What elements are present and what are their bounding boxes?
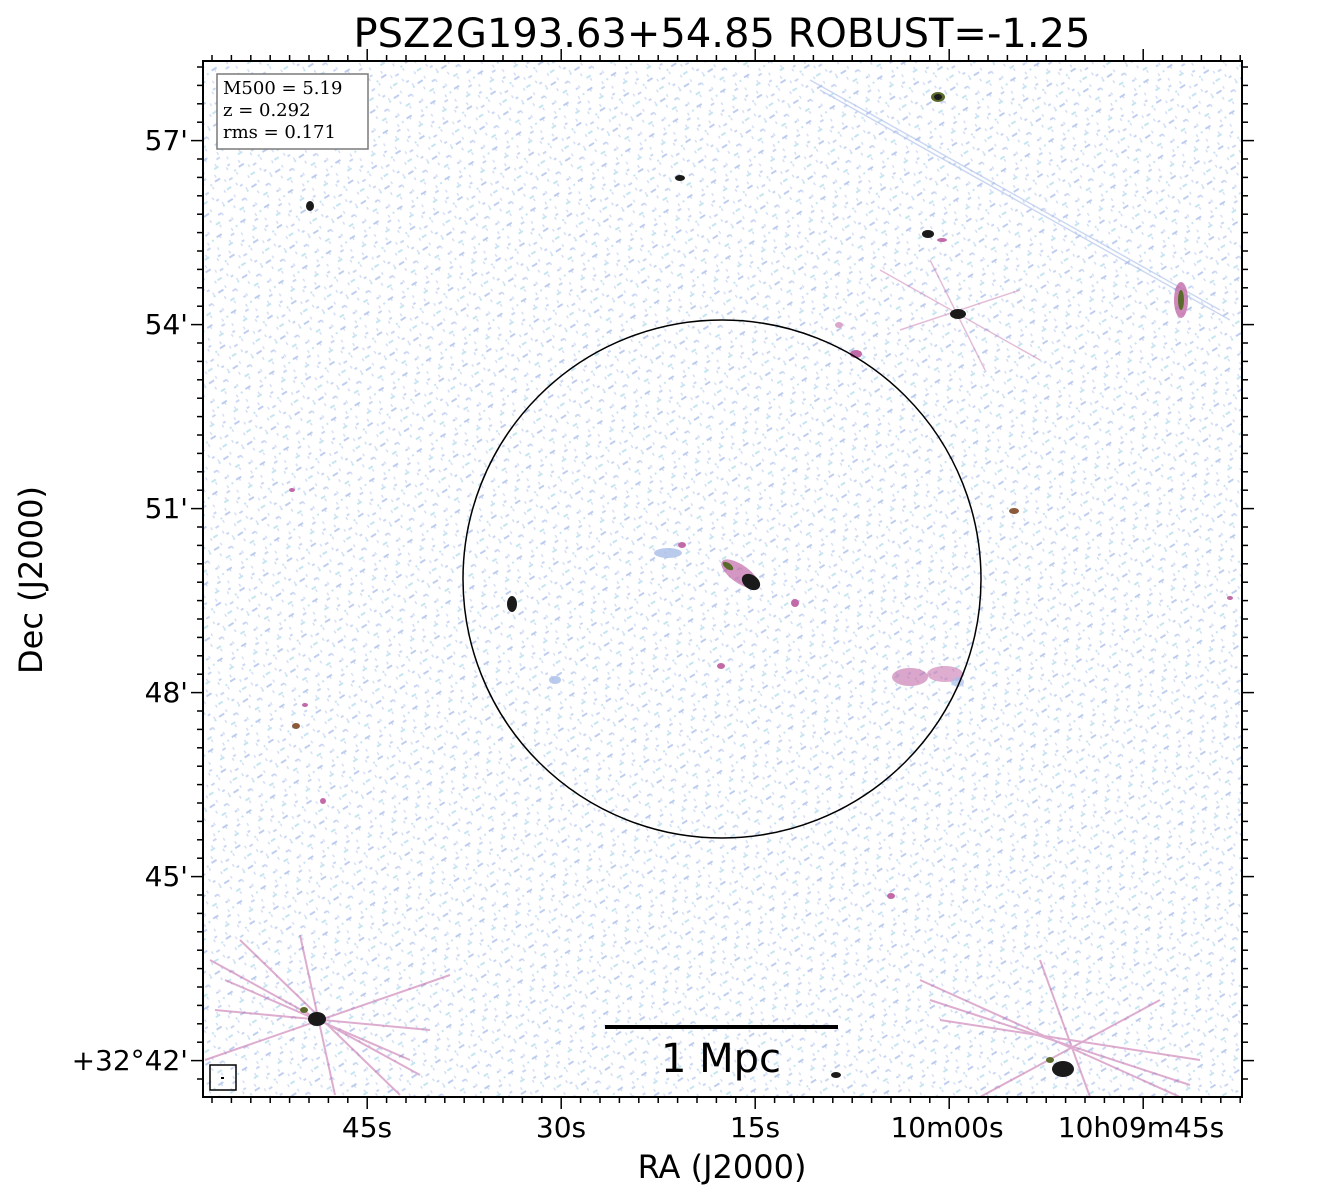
y-tick-label: 57' <box>145 124 188 157</box>
y-tick-label: 51' <box>145 492 188 525</box>
y-tick-label: 54' <box>145 308 188 341</box>
x-tick-label: 30s <box>536 1111 586 1144</box>
source-bottom-left <box>300 1007 326 1026</box>
radio-image <box>203 61 1242 1097</box>
scale-bar-label: 1 Mpc <box>661 1036 781 1082</box>
diagonal-artifact <box>809 79 1231 321</box>
info-box-frame <box>216 73 369 150</box>
r500-circle <box>462 319 982 839</box>
central-source <box>654 542 761 591</box>
y-tick-label: 45' <box>145 860 188 893</box>
info-m500: M500 = 5.19 <box>223 78 342 99</box>
info-box: M500 = 5.19 z = 0.292 rms = 0.171 <box>216 73 369 150</box>
y-tick-label: +32°42' <box>72 1044 188 1077</box>
extended-emission <box>549 666 964 687</box>
source-bottom-right <box>1046 1057 1074 1077</box>
x-tick-label: 10h09m45s <box>1058 1111 1225 1144</box>
beam-indicator <box>209 1064 237 1091</box>
x-tick-label: 45s <box>342 1111 392 1144</box>
x-axis-label: RA (J2000) <box>638 1148 807 1186</box>
scale-bar: 1 Mpc <box>605 1025 838 1082</box>
plot-frame <box>202 60 1243 1098</box>
source-artifacts-bottom-right <box>919 959 1201 1097</box>
y-axis-label: Dec (J2000) <box>12 486 50 674</box>
plot-title: PSZ2G193.63+54.85 ROBUST=-1.25 <box>354 11 1091 57</box>
info-rms: rms = 0.171 <box>223 122 336 143</box>
axis-ticks <box>191 49 1254 1109</box>
x-tick-label: 15s <box>730 1111 780 1144</box>
y-tick-label: 48' <box>145 676 188 709</box>
info-redshift: z = 0.292 <box>223 100 311 121</box>
x-tick-label: 10m00s <box>890 1111 1003 1144</box>
